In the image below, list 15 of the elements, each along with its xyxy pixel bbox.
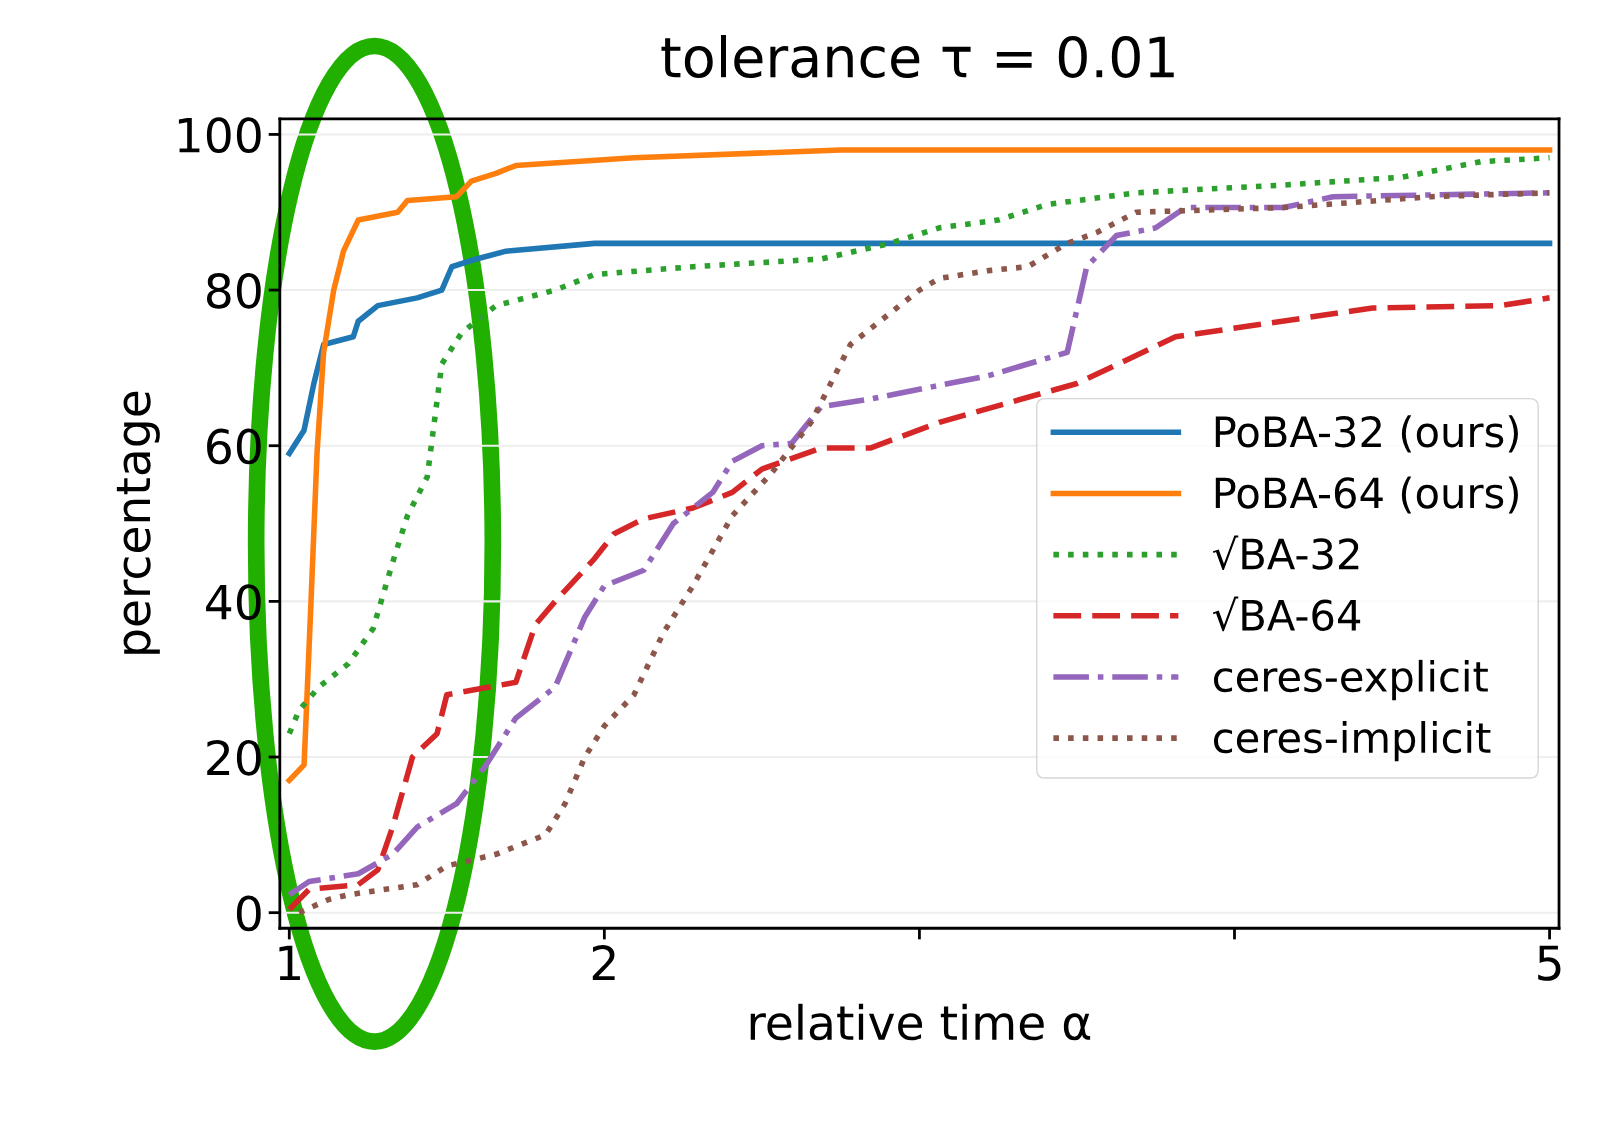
x-tick-label: 1 [279, 945, 300, 981]
chart-title: tolerance τ = 0.01 [661, 34, 1174, 78]
y-axis-title: percentage [116, 391, 160, 654]
x-tick-label: 5 [1538, 945, 1561, 981]
y-tick-label: 80 [206, 272, 261, 309]
y-tick-label: 100 [178, 117, 261, 154]
legend-label: √BA-64 [1212, 596, 1361, 632]
legend-label: ceres-explicit [1214, 659, 1488, 701]
legend-label: √BA-32 [1212, 535, 1359, 571]
legend-label: ceres-implicit [1214, 721, 1491, 762]
y-tick-label: 0 [236, 895, 261, 932]
x-tick-label: 2 [592, 945, 615, 981]
x-axis-title: relative time α [750, 1003, 1091, 1041]
legend-label: PoBA-64 (ours) [1215, 476, 1518, 514]
legend-label: PoBA-32 (ours) [1215, 415, 1518, 453]
